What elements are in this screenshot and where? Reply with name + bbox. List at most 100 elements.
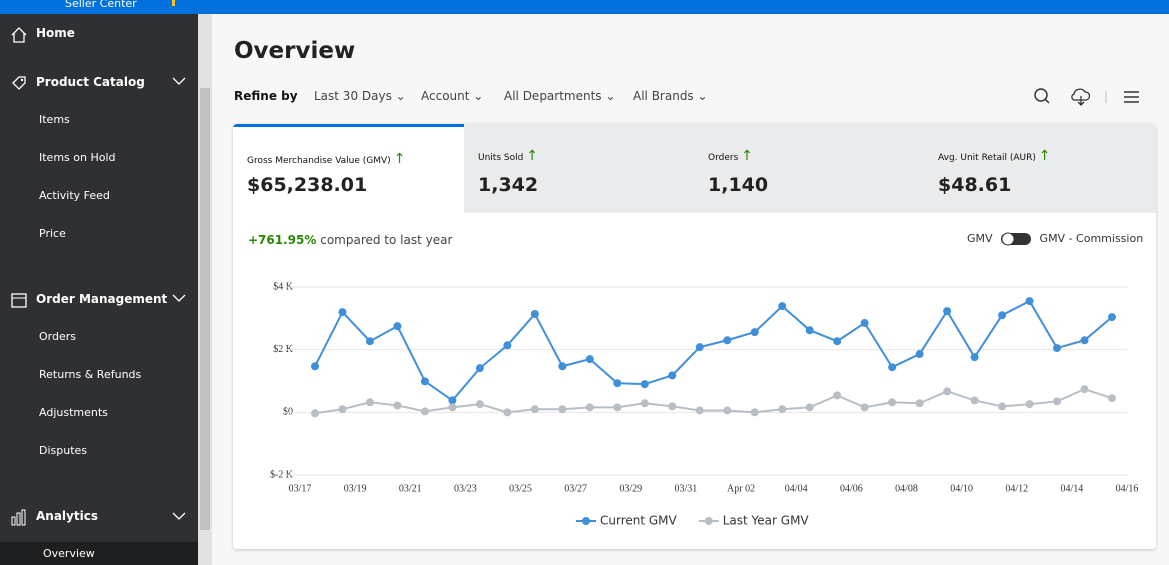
tag-icon	[12, 76, 26, 90]
refine-label: Refine by	[234, 89, 298, 103]
point	[1053, 344, 1062, 353]
point	[668, 402, 677, 411]
point	[668, 371, 677, 380]
x-tick-label: 03/19	[344, 483, 367, 494]
point	[530, 309, 539, 318]
point	[1080, 385, 1089, 394]
series-line	[314, 299, 1113, 402]
point	[695, 343, 704, 352]
point	[998, 311, 1007, 320]
toggle[interactable]: GMV GMV - Commission	[967, 232, 1143, 246]
toggle-left: GMV	[967, 232, 993, 245]
point	[475, 364, 484, 373]
point	[448, 403, 457, 412]
nav-item[interactable]: Returns & Refunds	[39, 368, 142, 381]
nav-item[interactable]: Items	[39, 113, 70, 126]
filter-text: Account	[421, 89, 470, 103]
metric-tab[interactable]: Units Sold ↑ 1,342	[464, 124, 694, 213]
point	[805, 403, 814, 412]
point	[998, 402, 1007, 411]
point	[420, 407, 429, 416]
x-tick-label: 03/31	[675, 483, 698, 494]
switch[interactable]	[1000, 232, 1032, 246]
metric-tab[interactable]: Orders ↑ 1,140	[694, 124, 924, 213]
comparison: +761.95% compared to last year	[248, 233, 452, 247]
point	[475, 400, 484, 409]
metric-value: 1,342	[478, 174, 539, 196]
nav-orders[interactable]: Order Management	[36, 292, 168, 306]
nav-home[interactable]: Home	[36, 26, 75, 40]
nav-item[interactable]: Orders	[39, 330, 76, 343]
point	[1108, 313, 1116, 322]
calendar-icon	[11, 293, 27, 308]
metric-tab[interactable]: Avg. Unit Retail (AUR) ↑ $48.61	[924, 124, 1156, 213]
chart: $-2 K$0$2 K$4 K03/17 03/19 03/21 03/23 03/25…	[270, 281, 1138, 527]
scroll-thumb[interactable]	[200, 88, 210, 530]
point	[311, 362, 319, 371]
metric-value: $48.61	[938, 174, 1012, 196]
point	[338, 405, 347, 414]
point	[943, 387, 952, 396]
nav-catalog[interactable]: Product Catalog	[36, 75, 145, 89]
point	[943, 307, 952, 316]
metric-label-text: Units Sold	[478, 153, 524, 163]
x-tick-label: 04/10	[950, 483, 973, 494]
point	[585, 403, 594, 412]
point	[448, 396, 457, 405]
metric-label: Orders ↑	[708, 148, 753, 164]
metric-label: Units Sold ↑	[478, 148, 538, 164]
point	[723, 406, 732, 415]
metric-value: $65,238.01	[247, 174, 368, 196]
point	[1025, 297, 1034, 306]
nav-item[interactable]: Items on Hold	[39, 151, 116, 164]
metric-value: 1,140	[708, 174, 769, 196]
analytics-icon	[11, 509, 26, 526]
point	[420, 377, 429, 386]
filter-text: All Brands	[633, 89, 694, 103]
metric-label: Avg. Unit Retail (AUR) ↑	[938, 148, 1051, 164]
filter[interactable]: All Brands ⌄	[633, 89, 708, 103]
point	[750, 408, 759, 417]
point	[750, 328, 759, 337]
x-tick-label: 03/27	[564, 483, 587, 494]
point	[915, 399, 924, 408]
nav-item[interactable]: Adjustments	[39, 406, 108, 419]
point	[338, 308, 347, 317]
y-tick-label: $2 K	[273, 344, 294, 355]
metric-label-text: Avg. Unit Retail (AUR)	[938, 153, 1036, 163]
x-tick-label: 03/25	[509, 483, 532, 494]
metric-label-text: Gross Merchandise Value (GMV)	[247, 156, 391, 166]
filter[interactable]: Account ⌄	[421, 89, 484, 103]
scrollbar[interactable]	[198, 14, 212, 565]
chevron	[172, 77, 186, 85]
brand: Seller Center	[65, 0, 137, 10]
metric-label: Gross Merchandise Value (GMV) ↑	[247, 151, 406, 167]
metric-tab[interactable]: Gross Merchandise Value (GMV) ↑ $65,238.…	[233, 124, 464, 213]
active-row	[0, 542, 198, 565]
nav-item[interactable]: Disputes	[39, 444, 88, 457]
x-tick-label: 04/14	[1060, 483, 1083, 494]
x-tick-label: 04/04	[785, 483, 808, 494]
series-line	[314, 388, 1113, 415]
x-tick-label: 04/08	[895, 483, 918, 494]
point	[365, 398, 374, 407]
nav-item[interactable]: Price	[39, 227, 66, 240]
point	[503, 341, 512, 350]
sidebar: Home Product Catalog Items Items on Hold…	[0, 14, 198, 565]
x-tick-label: 03/17	[289, 483, 312, 494]
filter[interactable]: Last 30 Days ⌄	[314, 89, 406, 103]
point	[778, 302, 787, 311]
point	[833, 337, 842, 346]
y-tick-label: $-2 K	[270, 469, 294, 480]
point	[695, 406, 704, 415]
point	[585, 355, 594, 364]
legend-swatch	[704, 517, 713, 525]
nav-analytics[interactable]: Analytics	[36, 509, 98, 523]
toolbar-icons[interactable]	[1032, 86, 1144, 108]
nav-item[interactable]: Activity Feed	[39, 189, 110, 202]
x-tick-label: Apr 02	[727, 483, 755, 494]
nav-item-active[interactable]: Overview	[43, 547, 95, 560]
filter[interactable]: All Departments ⌄	[504, 89, 616, 103]
home-icon	[11, 27, 27, 43]
